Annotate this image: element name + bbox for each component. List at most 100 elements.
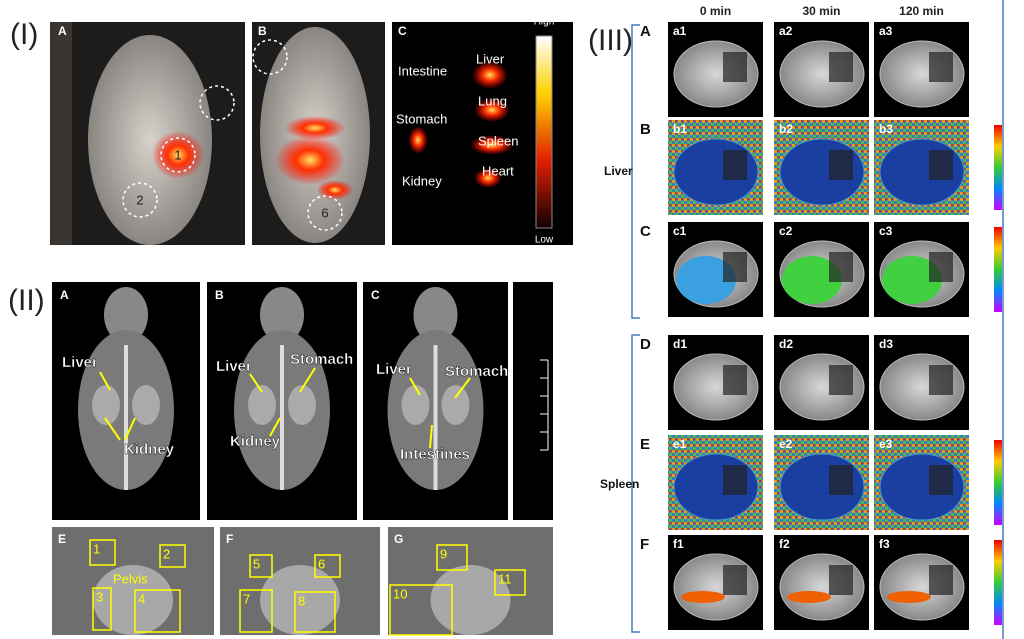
arrow	[104, 417, 121, 441]
color-scale	[994, 125, 1002, 210]
roi-number: 3	[213, 95, 220, 110]
mri-dark	[723, 465, 747, 495]
row-letter: A	[640, 23, 651, 40]
row-letter: E	[640, 436, 650, 453]
mouse-body	[88, 35, 212, 245]
roi-label: 10	[393, 586, 407, 601]
group-label: Liver	[604, 164, 633, 178]
organ-annotation: Liver	[376, 361, 412, 378]
subpanel-letter: B	[215, 288, 224, 302]
organ-annotation: Kidney	[230, 433, 281, 450]
color-scale	[994, 440, 1002, 525]
arrow	[99, 371, 111, 391]
color-scale	[535, 35, 553, 229]
column-header: 120 min	[899, 4, 944, 18]
ct-organ	[92, 385, 120, 425]
row-letter: F	[640, 536, 649, 553]
arrow	[269, 417, 281, 437]
cell-label: e1	[673, 437, 687, 451]
roi-box	[239, 589, 273, 633]
organ-signal	[474, 168, 502, 188]
mri-signal	[681, 591, 725, 603]
roi-box	[494, 569, 526, 596]
ct-organ	[430, 565, 511, 635]
cell-label: d2	[779, 337, 793, 351]
roi-box	[389, 584, 453, 636]
ct-organ	[248, 385, 276, 425]
roi-circle	[252, 39, 288, 75]
organ-label: Lung	[478, 93, 507, 108]
ct-organ	[288, 385, 316, 425]
arrow	[454, 377, 471, 399]
organ-signal	[408, 126, 428, 154]
roi-box	[294, 591, 336, 633]
mri-dark	[829, 565, 853, 595]
organ-annotation: Stomach	[445, 363, 508, 380]
roi-label: 5	[253, 556, 260, 571]
roi-label: 8	[298, 593, 305, 608]
mri-dark	[829, 150, 853, 180]
column-header: 0 min	[700, 4, 731, 18]
mri-liver	[782, 256, 842, 304]
panel-label: (I)	[10, 18, 38, 51]
ruler	[50, 22, 72, 245]
organ-annotation: Kidney	[124, 441, 175, 458]
subpanel-letter: F	[226, 532, 233, 546]
cell-label: a1	[673, 24, 687, 38]
roi-box	[134, 589, 181, 633]
row-letter: B	[640, 121, 651, 138]
cell-label: a2	[779, 24, 793, 38]
subpanel-letter: E	[58, 532, 66, 546]
ct-head	[413, 287, 458, 343]
ct-head	[104, 287, 148, 343]
scale-low: Low	[535, 235, 554, 246]
mri-dark	[829, 252, 853, 282]
mri-dark	[929, 465, 953, 495]
mri-dark	[929, 365, 953, 395]
signal	[317, 180, 353, 200]
roi-number: 5	[266, 49, 273, 64]
roi-circle	[199, 85, 235, 121]
organ-annotation: Liver	[216, 358, 252, 375]
roi-label: 2	[163, 546, 170, 561]
cell-label: f1	[673, 537, 684, 551]
mri-dark	[829, 465, 853, 495]
ct-organ	[93, 565, 173, 635]
arrow	[124, 417, 136, 441]
mri-liver	[882, 256, 942, 304]
bracket	[631, 24, 640, 633]
cell-label: b2	[779, 122, 793, 136]
organ-annotation: Stomach	[290, 351, 353, 368]
cell-label: f3	[879, 537, 890, 551]
scale-high: High	[534, 17, 555, 28]
mri-dark	[929, 52, 953, 82]
roi-box	[249, 554, 273, 578]
roi-number: 1	[174, 147, 181, 162]
arrow	[249, 373, 263, 393]
roi-number: 6	[321, 205, 328, 220]
panel-label: (III)	[588, 24, 633, 57]
cell-label: b3	[879, 122, 893, 136]
roi-box	[314, 554, 341, 578]
mri-dark	[723, 365, 747, 395]
row-letter: C	[640, 223, 651, 240]
organ-signal	[472, 61, 508, 89]
row-letter: D	[640, 336, 651, 353]
roi-box	[89, 539, 116, 566]
roi-box	[159, 544, 186, 568]
cell-label: c3	[879, 224, 893, 238]
roi-label: 1	[93, 541, 100, 556]
cell-label: e3	[879, 437, 893, 451]
panel-label: (II)	[8, 284, 45, 317]
roi-label: 4	[138, 591, 145, 606]
arrow	[409, 377, 421, 396]
roi-label: 7	[243, 591, 250, 606]
cell-label: b1	[673, 122, 687, 136]
mri-dark	[929, 565, 953, 595]
cell-label: e2	[779, 437, 793, 451]
scale-panel	[513, 282, 553, 520]
roi-number: 2	[136, 192, 143, 207]
mri-dark	[929, 252, 953, 282]
organ-label: Intestine	[398, 63, 447, 78]
